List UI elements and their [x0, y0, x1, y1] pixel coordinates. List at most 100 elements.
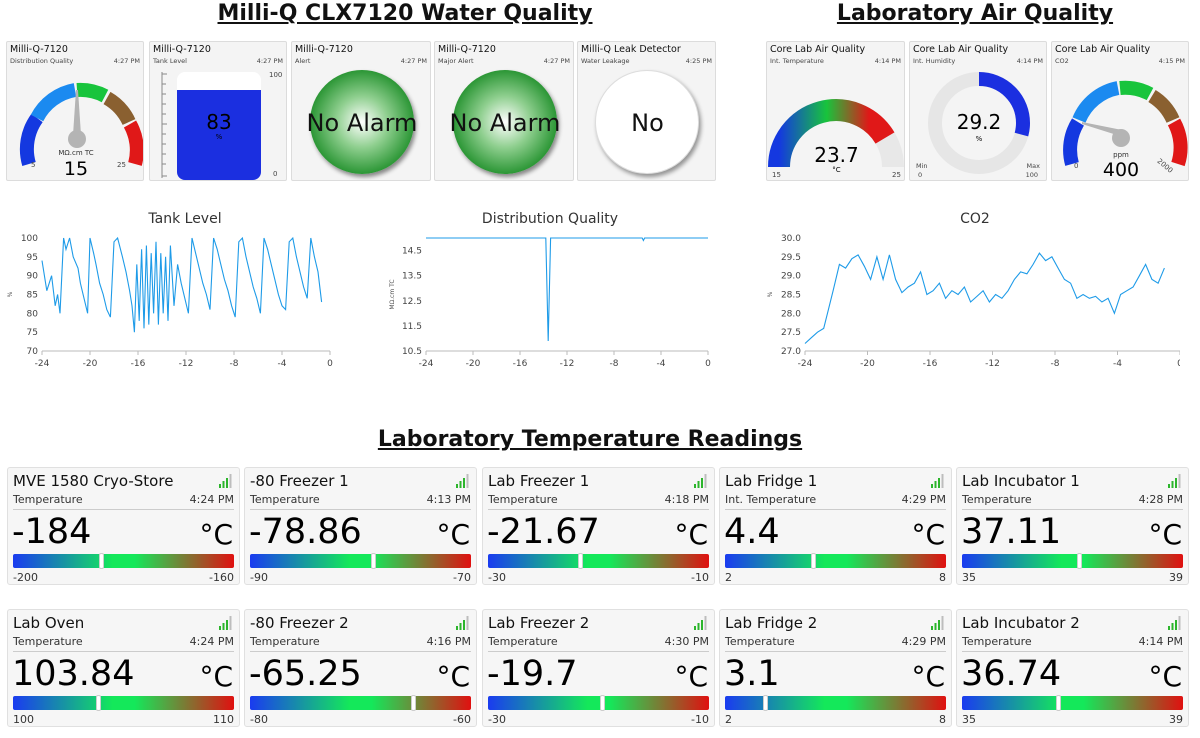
series-line [426, 237, 708, 342]
x-tick-label: -24 [419, 359, 434, 369]
card-max: -70 [453, 571, 471, 584]
gauge-min-label: 0 [1074, 162, 1079, 170]
major-alert-tile[interactable]: Milli-Q-7120 Major Alert 4:27 PM No Alar… [434, 41, 574, 181]
tile-name: Core Lab Air Quality [1055, 44, 1151, 55]
x-tick-label: -4 [278, 359, 287, 369]
air-humidity-gauge [928, 72, 1030, 174]
y-tick-label: 12.5 [402, 297, 422, 307]
y-tick-label: 85 [27, 291, 38, 301]
signal-strength-icon [1168, 616, 1181, 630]
tile-sub: Tank Level [153, 57, 187, 65]
humidity-max-caption: Max [1026, 162, 1040, 170]
x-tick-label: -24 [35, 359, 50, 369]
card-range-marker [99, 553, 105, 569]
distribution-quality-tile[interactable]: Milli-Q-7120 Distribution Quality 4:27 P… [6, 41, 144, 181]
card-name: -80 Freezer 1 [250, 472, 349, 490]
card-value: -78.86 [249, 512, 362, 552]
card-name: Lab Fridge 2 [725, 614, 818, 632]
card-value: 37.11 [961, 512, 1062, 552]
card-divider [725, 651, 946, 652]
humidity-min-value: 0 [918, 171, 923, 179]
card-name: Lab Fridge 1 [725, 472, 818, 490]
card-time: 4:14 PM [1138, 635, 1183, 648]
tank-scale [161, 72, 167, 178]
air-co2-tile[interactable]: Core Lab Air Quality CO2 4:15 PM 0 2000 … [1051, 41, 1189, 181]
co2-value: 400 [1102, 159, 1140, 181]
alert-tile[interactable]: Milli-Q-7120 Alert 4:27 PM No Alarm [291, 41, 431, 181]
temperature-card[interactable]: Lab Fridge 1 Int. Temperature 4:29 PM 4.… [719, 467, 952, 585]
card-divider [13, 651, 234, 652]
x-tick-label: -20 [466, 359, 481, 369]
y-tick-label: 28.0 [781, 309, 801, 319]
card-max: -10 [691, 571, 709, 584]
tile-time: 4:25 PM [685, 57, 712, 65]
tank-fill [177, 90, 261, 180]
card-range-bar [725, 553, 946, 569]
gauge-unit: MΩ.cm TC [58, 149, 94, 157]
y-tick-label: 10.5 [402, 347, 422, 357]
card-time: 4:29 PM [901, 635, 946, 648]
temperature-card[interactable]: -80 Freezer 2 Temperature 4:16 PM -65.25… [244, 609, 477, 727]
temperature-card[interactable]: Lab Fridge 2 Temperature 4:29 PM 3.1 °C … [719, 609, 952, 727]
x-tick-label: -8 [1051, 359, 1060, 369]
signal-strength-icon [931, 474, 944, 488]
signal-strength-icon [219, 474, 232, 488]
card-max: -60 [453, 713, 471, 726]
leak-status-text: No [631, 109, 664, 137]
air-temp-unit: °C [832, 166, 841, 174]
y-tick-label: 13.5 [402, 272, 422, 282]
card-max: -10 [691, 713, 709, 726]
card-range-marker [763, 695, 769, 711]
leak-detector-tile[interactable]: Milli-Q Leak Detector Water Leakage 4:25… [577, 41, 716, 181]
air-temperature-tile[interactable]: Core Lab Air Quality Int. Temperature 4:… [766, 41, 905, 181]
card-measure: Temperature [13, 493, 83, 506]
x-tick-label: -24 [798, 359, 813, 369]
card-min: -30 [488, 571, 506, 584]
card-min: 100 [13, 713, 34, 726]
temperature-card[interactable]: Lab Incubator 1 Temperature 4:28 PM 37.1… [956, 467, 1189, 585]
tank-level-tile[interactable]: Milli-Q-7120 Tank Level 4:27 PM 83 % 100… [149, 41, 287, 181]
temperature-card[interactable]: -80 Freezer 1 Temperature 4:13 PM -78.86… [244, 467, 477, 585]
x-tick-label: -16 [513, 359, 528, 369]
temperature-card[interactable]: Lab Freezer 1 Temperature 4:18 PM -21.67… [482, 467, 715, 585]
signal-strength-icon [1168, 474, 1181, 488]
air-humidity-tile[interactable]: Core Lab Air Quality Int. Humidity 4:14 … [909, 41, 1047, 181]
card-unit: °C [199, 518, 233, 551]
tile-time: 4:14 PM [1016, 57, 1043, 65]
tile-time: 4:27 PM [256, 57, 283, 65]
signal-strength-icon [456, 616, 469, 630]
air-quality-title: Laboratory Air Quality [836, 1, 1114, 26]
humidity-min-caption: Min [916, 162, 928, 170]
card-name: MVE 1580 Cryo-Store [13, 472, 174, 490]
card-range-marker [1056, 695, 1062, 711]
temperature-card[interactable]: Lab Freezer 2 Temperature 4:30 PM -19.7 … [482, 609, 715, 727]
tank-min-label: 0 [273, 170, 278, 178]
card-unit: °C [436, 518, 470, 551]
signal-strength-icon [694, 616, 707, 630]
tile-name: Core Lab Air Quality [913, 44, 1009, 55]
y-tick-label: 95 [27, 253, 38, 263]
card-range-bar [13, 695, 234, 711]
tile-time: 4:27 PM [400, 57, 427, 65]
card-range-bar [725, 695, 946, 711]
temperature-card[interactable]: MVE 1580 Cryo-Store Temperature 4:24 PM … [7, 467, 240, 585]
y-tick-label: 29.0 [781, 272, 801, 282]
humidity-max-value: 100 [1025, 171, 1038, 179]
y-tick-label: 90 [27, 272, 39, 282]
card-divider [250, 509, 471, 510]
temperature-readings-title: Laboratory Temperature Readings [377, 427, 803, 452]
card-measure: Int. Temperature [725, 493, 817, 506]
tile-time: 4:14 PM [874, 57, 901, 65]
temperature-card[interactable]: Lab Incubator 2 Temperature 4:14 PM 36.7… [956, 609, 1189, 727]
card-unit: °C [911, 660, 945, 693]
card-measure: Temperature [13, 635, 83, 648]
card-max: 110 [213, 713, 234, 726]
x-tick-label: -16 [923, 359, 938, 369]
tank-unit: % [215, 133, 223, 141]
card-min: -200 [13, 571, 38, 584]
card-min: 2 [725, 571, 732, 584]
tile-time: 4:27 PM [543, 57, 570, 65]
temperature-card[interactable]: Lab Oven Temperature 4:24 PM 103.84 °C 1… [7, 609, 240, 727]
card-range-bar [488, 695, 709, 711]
card-time: 4:28 PM [1138, 493, 1183, 506]
